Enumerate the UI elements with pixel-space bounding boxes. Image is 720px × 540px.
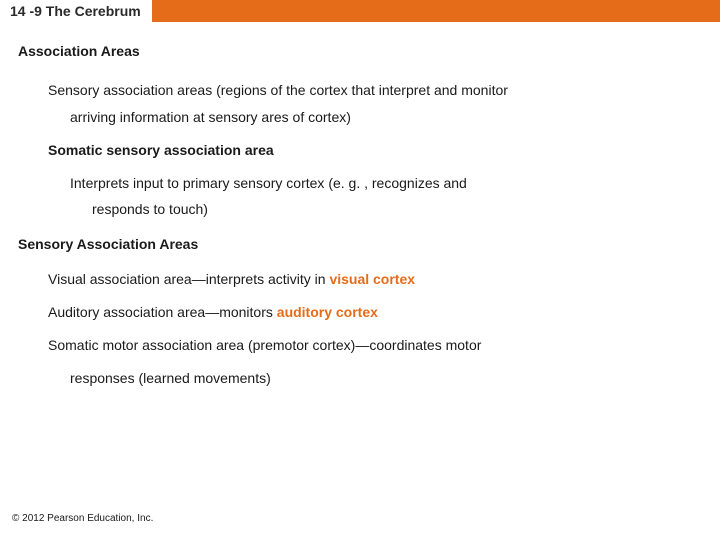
section2-item3-line2: responses (learned movements) [70, 369, 702, 388]
section1-subheading: Somatic sensory association area [48, 141, 702, 160]
slide-content: Association Areas Sensory association ar… [0, 22, 720, 388]
section2-item3-line1: Somatic motor association area (premotor… [48, 336, 702, 355]
section2-heading: Sensory Association Areas [18, 235, 702, 254]
section1-p1-line2: arriving information at sensory ares of … [70, 108, 702, 127]
copyright-text: © 2012 Pearson Education, Inc. [12, 513, 153, 524]
header-title-box: 14 -9 The Cerebrum [0, 0, 152, 22]
slide-header: 14 -9 The Cerebrum [0, 0, 720, 22]
section2-item2: Auditory association area—monitors audit… [48, 303, 702, 322]
section1-p2-line2: responds to touch) [92, 200, 702, 219]
section2-item2-highlight: auditory cortex [277, 304, 378, 320]
header-title: 14 -9 The Cerebrum [10, 3, 141, 19]
section1-p1-line1: Sensory association areas (regions of th… [48, 81, 702, 100]
section2-item1-highlight: visual cortex [329, 271, 415, 287]
header-accent-bar [152, 0, 720, 22]
section2-item1-text: Visual association area—interprets activ… [48, 271, 329, 287]
section2-item1: Visual association area—interprets activ… [48, 270, 702, 289]
section2-item2-text: Auditory association area—monitors [48, 304, 277, 320]
section1-heading: Association Areas [18, 42, 702, 61]
section1-p2-line1: Interprets input to primary sensory cort… [70, 174, 702, 193]
